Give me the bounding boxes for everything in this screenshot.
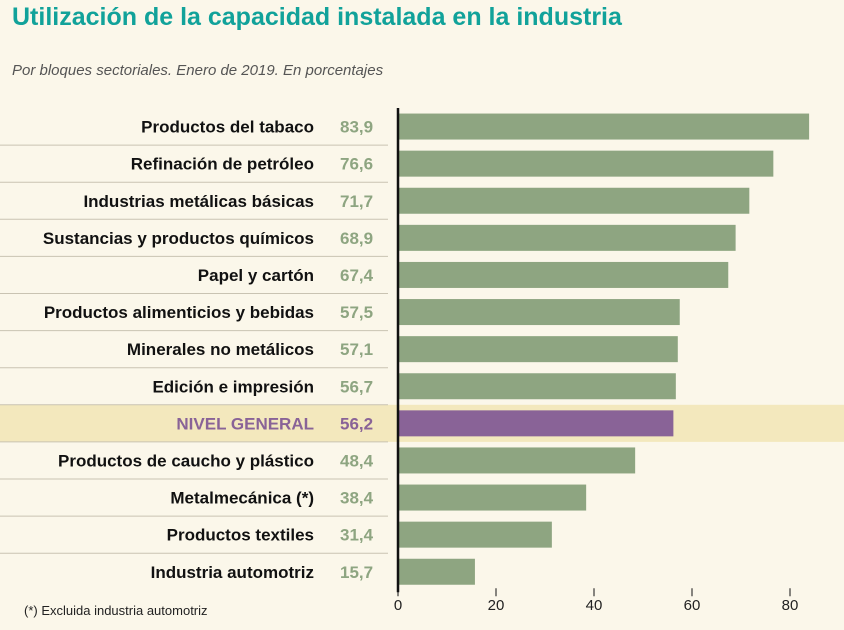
- category-label: Papel y cartón: [198, 266, 314, 285]
- bar-productos-alimenticios-y-bebidas: [398, 299, 680, 326]
- bar-edici-n-e-impresi-n: [398, 373, 676, 400]
- x-tick-label: 20: [488, 597, 505, 614]
- bar-refinaci-n-de-petr-leo: [398, 150, 774, 177]
- footnote: (*) Excluida industria automotriz: [24, 603, 208, 618]
- x-tick-label: 40: [586, 597, 603, 614]
- value-label: 68,9: [340, 229, 373, 248]
- chart-title: Utilización de la capacidad instalada en…: [12, 3, 622, 31]
- bar-minerales-no-met-licos: [398, 336, 678, 363]
- bar-sustancias-y-productos-qu-micos: [398, 224, 736, 251]
- value-label: 15,7: [340, 563, 373, 582]
- category-label: Metalmecánica (*): [170, 489, 314, 508]
- category-label: Sustancias y productos químicos: [43, 229, 314, 248]
- value-label: 31,4: [340, 526, 374, 545]
- bar-productos-del-tabaco: [398, 113, 810, 140]
- category-label: Productos de caucho y plástico: [58, 451, 314, 470]
- category-label: Refinación de petróleo: [131, 155, 314, 174]
- category-label: Productos textiles: [167, 526, 314, 545]
- category-label: NIVEL GENERAL: [176, 414, 314, 433]
- value-label: 56,2: [340, 414, 373, 433]
- bar-nivel-general: [398, 410, 674, 437]
- category-label: Industria automotriz: [151, 563, 314, 582]
- value-label: 57,1: [340, 340, 373, 359]
- bar-productos-textiles: [398, 521, 552, 548]
- bar-metalmec-nica: [398, 484, 587, 511]
- value-label: 56,7: [340, 377, 373, 396]
- value-label: 38,4: [340, 489, 374, 508]
- x-tick-label: 60: [684, 597, 701, 614]
- value-label: 48,4: [340, 451, 374, 470]
- value-label: 76,6: [340, 155, 373, 174]
- chart-subtitle: Por bloques sectoriales. Enero de 2019. …: [12, 62, 384, 79]
- value-label: 57,5: [340, 303, 373, 322]
- value-label: 71,7: [340, 192, 373, 211]
- bar-productos-de-caucho-y-pl-stico: [398, 447, 636, 474]
- category-label: Productos alimenticios y bebidas: [44, 303, 314, 322]
- x-tick-label: 80: [782, 597, 799, 614]
- value-label: 83,9: [340, 118, 373, 137]
- category-label: Edición e impresión: [152, 377, 314, 396]
- category-label: Minerales no metálicos: [127, 340, 314, 359]
- bar-papel-y-cart-n: [398, 261, 729, 288]
- category-label: Productos del tabaco: [141, 118, 314, 137]
- x-tick-label: 0: [394, 597, 402, 614]
- bar-industrias-met-licas-b-sicas: [398, 187, 750, 214]
- category-label: Industrias metálicas básicas: [83, 192, 314, 211]
- value-label: 67,4: [340, 266, 374, 285]
- bar-industria-automotriz: [398, 558, 475, 585]
